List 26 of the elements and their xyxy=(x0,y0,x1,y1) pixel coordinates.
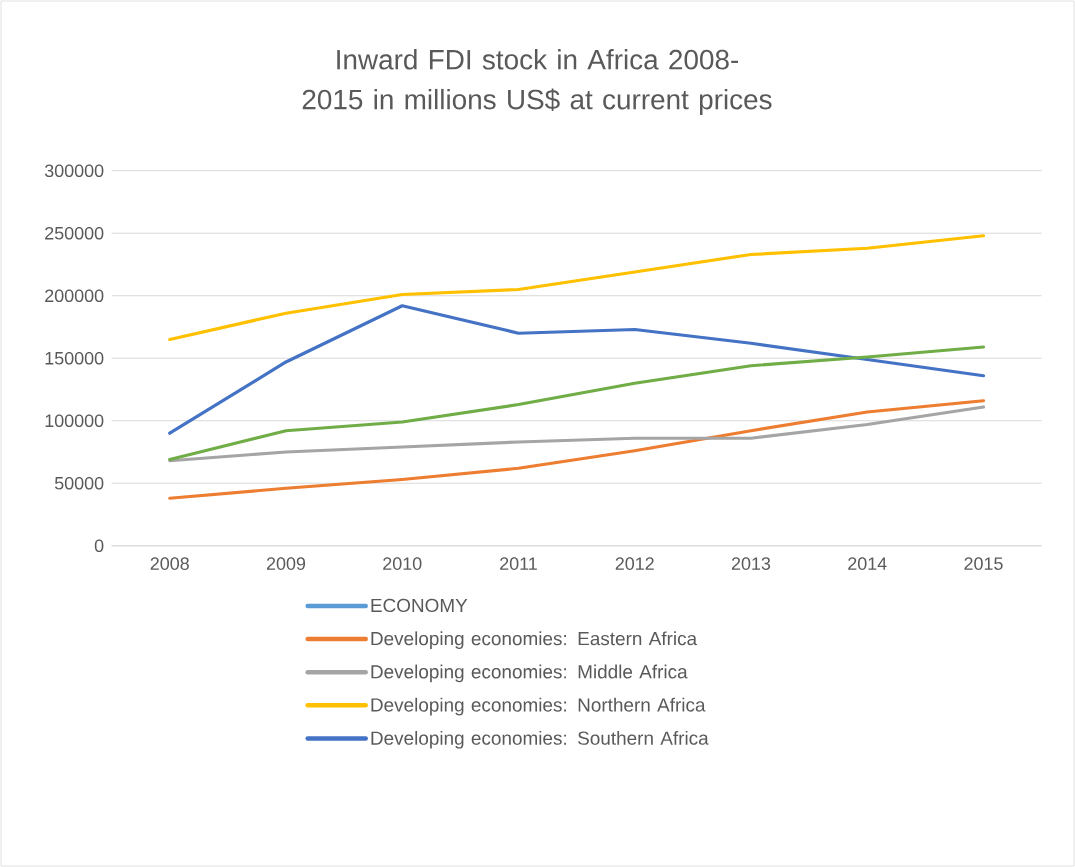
x-tick-label: 2011 xyxy=(500,557,537,570)
y-tick-label: 300000 xyxy=(44,164,104,178)
y-tick-label: 250000 xyxy=(45,226,104,240)
y-tick-label: 0 xyxy=(94,539,104,553)
x-tick-label: 2010 xyxy=(383,557,422,570)
x-tick-label: 2009 xyxy=(266,557,306,570)
y-tick-label: 150000 xyxy=(45,351,104,365)
x-tick-label: 2012 xyxy=(615,557,654,570)
chart-title: Inward FDI stock in Africa 2008-2015 in millions US$ at current prices xyxy=(302,49,772,115)
y-tick-label: 50000 xyxy=(54,476,104,490)
legend-label: Developing economies: Southern Africa xyxy=(371,730,709,749)
legend-label: Developing economies: Middle Africa xyxy=(371,664,688,683)
legend-label: Developing economies: Northern Africa xyxy=(371,697,706,716)
y-tick-label: 100000 xyxy=(45,414,104,428)
legend-label: Developing economies: Eastern Africa xyxy=(371,631,698,650)
line-series xyxy=(168,345,986,462)
x-tick-label: 2014 xyxy=(848,557,887,570)
line-series xyxy=(168,304,986,435)
line-series xyxy=(168,234,986,342)
x-tick-label: 2008 xyxy=(150,557,189,570)
line-series xyxy=(168,405,986,463)
legend-label: ECONOMY xyxy=(371,598,468,613)
x-tick-label: 2013 xyxy=(731,557,771,570)
y-tick-label: 200000 xyxy=(45,289,104,303)
line-series xyxy=(168,399,986,500)
x-tick-label: 2015 xyxy=(964,557,1003,570)
